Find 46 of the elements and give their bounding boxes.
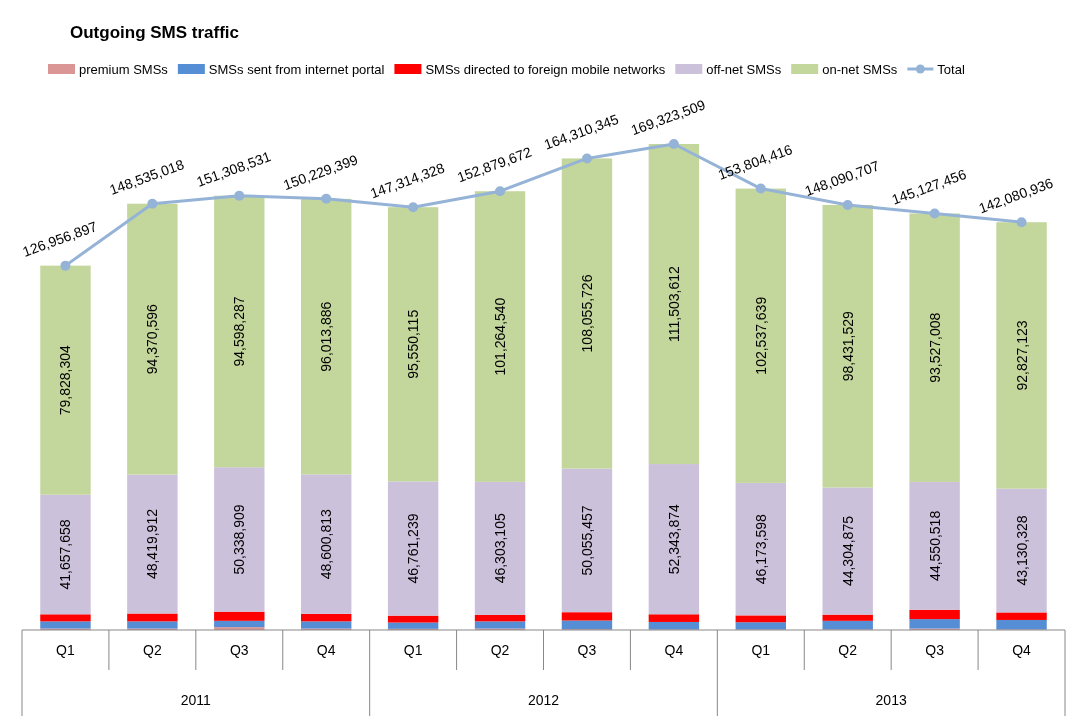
data-label: 48,600,813 <box>318 508 335 580</box>
data-label: 108,055,726 <box>578 274 595 353</box>
data-label: 43,130,328 <box>1013 515 1030 586</box>
data-label: 52,343,874 <box>665 503 682 575</box>
legend-label: premium SMSs <box>79 61 169 77</box>
x-tick-label: Q3 <box>925 642 945 658</box>
x-tick-label: Q4 <box>664 642 684 658</box>
data-label: 41,657,658 <box>57 519 74 590</box>
x-tick-label: Q1 <box>56 642 75 658</box>
x-tick-label: Q4 <box>1012 642 1032 658</box>
data-label: 96,013,886 <box>318 301 335 372</box>
data-label: 93,527,008 <box>926 312 943 383</box>
data-label: 95,550,115 <box>405 309 422 379</box>
x-tick-label: Q1 <box>751 642 771 658</box>
data-label: 102,537,639 <box>752 296 769 375</box>
legend-label: SMSs sent from internet portal <box>208 61 385 77</box>
legend-label: off-net SMSs <box>706 61 782 77</box>
legend-label: SMSs directed to foreign mobile networks <box>425 61 666 77</box>
data-label: 44,550,518 <box>926 510 943 581</box>
data-label: 46,761,239 <box>405 513 422 584</box>
legend-label: Total <box>937 61 965 77</box>
x-tick-label: Q2 <box>490 642 510 658</box>
text: 2013 <box>875 692 907 708</box>
x-tick-label: Q4 <box>316 642 336 658</box>
text: 2012 <box>527 692 560 708</box>
data-label: 46,173,598 <box>752 513 769 585</box>
data-label: 98,431,529 <box>839 310 856 382</box>
legend-label: on-net SMSs <box>822 61 898 77</box>
text: Outgoing SMS traffic <box>70 23 240 42</box>
data-label: 44,304,875 <box>839 515 856 587</box>
data-label: 92,827,123 <box>1013 320 1030 391</box>
data-label: 48,419,912 <box>144 508 161 580</box>
data-label: 101,264,540 <box>492 297 509 376</box>
x-tick-label: Q1 <box>403 642 423 658</box>
data-label: 50,055,457 <box>578 505 595 576</box>
data-label: 111,503,612 <box>665 265 682 342</box>
x-tick-label: Q2 <box>838 642 858 658</box>
data-label: 94,598,287 <box>231 296 248 367</box>
data-label: 46,303,105 <box>492 513 509 584</box>
data-label: 79,828,304 <box>57 344 74 416</box>
x-tick-label: Q3 <box>229 642 249 658</box>
text: 2011 <box>180 692 212 708</box>
x-tick-label: Q2 <box>143 642 162 658</box>
data-label: 94,370,596 <box>144 303 161 375</box>
x-tick-label: Q3 <box>577 642 597 658</box>
data-label: 50,338,909 <box>231 504 248 575</box>
